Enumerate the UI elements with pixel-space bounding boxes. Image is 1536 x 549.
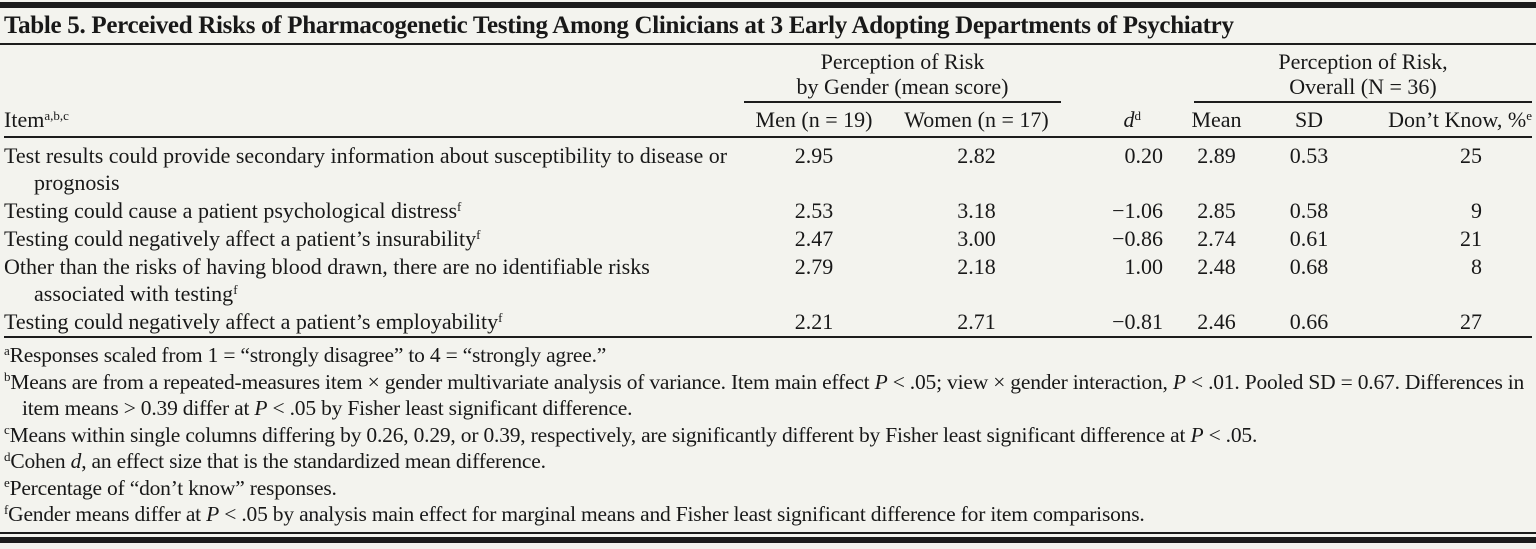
spanner-overall-line2: Overall (N = 36) [1289, 74, 1437, 99]
item-text: Testing could negatively affect a patien… [4, 226, 477, 251]
item-text: Test results could provide secondary inf… [4, 143, 728, 195]
column-header-item: Itema,b,c [4, 103, 744, 138]
d-value: −1.06 [1112, 198, 1163, 223]
item-cell: Test results could provide secondary inf… [4, 137, 744, 197]
table-row: Test results could provide secondary inf… [4, 137, 1532, 197]
women-value: 2.82 [957, 143, 996, 168]
footnote-a: aResponses scaled from 1 = “strongly dis… [4, 342, 1532, 369]
top-rule [0, 2, 1536, 8]
spanner-gender-line2: by Gender (mean score) [796, 74, 1009, 99]
footnote-e: ePercentage of “don’t know” responses. [4, 475, 1532, 502]
mean-value: 2.46 [1197, 309, 1236, 334]
footnote-b: bMeans are from a repeated-measures item… [4, 369, 1532, 422]
item-cell: Testing could negatively affect a patien… [4, 225, 744, 253]
men-value: 2.47 [794, 226, 834, 251]
sd-value: 0.66 [1289, 309, 1329, 334]
footnote-sup: d [4, 448, 11, 464]
spanner-overall-line1: Perception of Risk, [1278, 49, 1448, 74]
item-text: Testing could negatively affect a patien… [4, 309, 499, 334]
item-cell: Testing could negatively affect a patien… [4, 308, 744, 337]
column-header-women: Women (n = 17) [884, 103, 1069, 138]
bottom-thin-rule [0, 531, 1536, 534]
column-header-mean: Mean [1169, 103, 1264, 138]
sd-value: 0.61 [1289, 226, 1329, 251]
footnotes: aResponses scaled from 1 = “strongly dis… [0, 338, 1536, 528]
footnote-text: Means are from a repeated-measures item … [10, 369, 1525, 421]
item-sup: f [457, 198, 462, 214]
column-header-row: Itema,b,c Men (n = 19) Women (n = 17) dd… [4, 103, 1532, 138]
column-header-d-label: d [1123, 107, 1135, 132]
table-body: Test results could provide secondary inf… [4, 137, 1532, 337]
item-text: Other than the risks of having blood dra… [4, 254, 650, 306]
footnote-c: cMeans within single columns differing b… [4, 422, 1532, 449]
item-sup: f [233, 281, 238, 297]
dont-know-value: 8 [1471, 254, 1482, 279]
bottom-rule [0, 536, 1536, 543]
footnote-text: Means within single columns differing by… [9, 422, 1258, 447]
table-row: Testing could negatively affect a patien… [4, 225, 1532, 253]
item-sup: f [498, 309, 503, 325]
men-value: 2.95 [794, 143, 834, 168]
item-cell: Testing could cause a patient psychologi… [4, 197, 744, 225]
men-value: 2.21 [794, 309, 834, 334]
footnote-text: Cohen d, an effect size that is the stan… [10, 449, 546, 473]
spanner-gender: Perception of Risk by Gender (mean score… [744, 45, 1069, 103]
spanner-empty-item [4, 45, 744, 103]
footnote-text: Gender means differ at P < .05 by analys… [8, 502, 1145, 526]
footnote-d: dCohen d, an effect size that is the sta… [4, 448, 1532, 475]
item-cell: Other than the risks of having blood dra… [4, 253, 744, 308]
column-header-d-sup: d [1134, 107, 1142, 123]
dont-know-value: 27 [1460, 309, 1482, 334]
table-header: Perception of Risk by Gender (mean score… [4, 45, 1532, 138]
mean-value: 2.85 [1197, 198, 1236, 223]
footnote-sup: e [4, 475, 10, 491]
item-sup: f [476, 226, 481, 242]
table-row: Testing could cause a patient psychologi… [4, 197, 1532, 225]
d-value: 1.00 [1124, 254, 1164, 279]
dont-know-value: 21 [1460, 226, 1482, 251]
d-value: −0.86 [1112, 226, 1163, 251]
table-row: Other than the risks of having blood dra… [4, 253, 1532, 308]
footnote-text: Responses scaled from 1 = “strongly disa… [9, 343, 607, 367]
risk-table: Perception of Risk by Gender (mean score… [4, 45, 1532, 338]
footnote-text: Percentage of “don’t know” responses. [9, 475, 337, 500]
item-text: Testing could cause a patient psychologi… [4, 198, 458, 223]
sd-value: 0.58 [1289, 198, 1329, 223]
women-value: 3.18 [957, 198, 996, 223]
spanner-row: Perception of Risk by Gender (mean score… [4, 45, 1532, 103]
column-header-item-sup: a,b,c [44, 107, 69, 123]
women-value: 2.18 [957, 254, 996, 279]
men-value: 2.53 [794, 198, 834, 223]
d-value: −0.81 [1112, 309, 1163, 334]
dont-know-value: 9 [1471, 198, 1482, 223]
column-header-dont-know: Don’t Know, %e [1354, 103, 1532, 138]
spanner-gender-line1: Perception of Risk [820, 49, 985, 74]
dont-know-value: 25 [1460, 143, 1482, 168]
mean-value: 2.74 [1197, 226, 1236, 251]
sd-value: 0.68 [1289, 254, 1329, 279]
spanner-overall: Perception of Risk, Overall (N = 36) [1169, 45, 1532, 103]
sd-value: 0.53 [1289, 143, 1329, 168]
women-value: 2.71 [957, 309, 996, 334]
mean-value: 2.48 [1197, 254, 1236, 279]
footnote-sup: a [4, 342, 10, 358]
table-row: Testing could negatively affect a patien… [4, 308, 1532, 337]
footnote-sup: f [4, 501, 9, 517]
women-value: 3.00 [957, 226, 996, 251]
footnote-sup: c [4, 422, 10, 438]
column-header-dont-know-label: Don’t Know, % [1388, 107, 1527, 132]
footnote-f: fGender means differ at P < .05 by analy… [4, 501, 1532, 528]
mean-value: 2.89 [1197, 143, 1236, 168]
column-header-d: dd [1069, 103, 1169, 138]
spanner-empty-d [1069, 45, 1169, 103]
column-header-item-label: Item [4, 107, 45, 132]
column-header-sd: SD [1264, 103, 1354, 138]
column-header-dont-know-sup: e [1526, 107, 1532, 123]
footnote-sup: b [4, 369, 11, 385]
d-value: 0.20 [1124, 143, 1164, 168]
men-value: 2.79 [794, 254, 834, 279]
column-header-men: Men (n = 19) [744, 103, 884, 138]
table-title: Table 5. Perceived Risks of Pharmacogene… [0, 8, 1536, 45]
